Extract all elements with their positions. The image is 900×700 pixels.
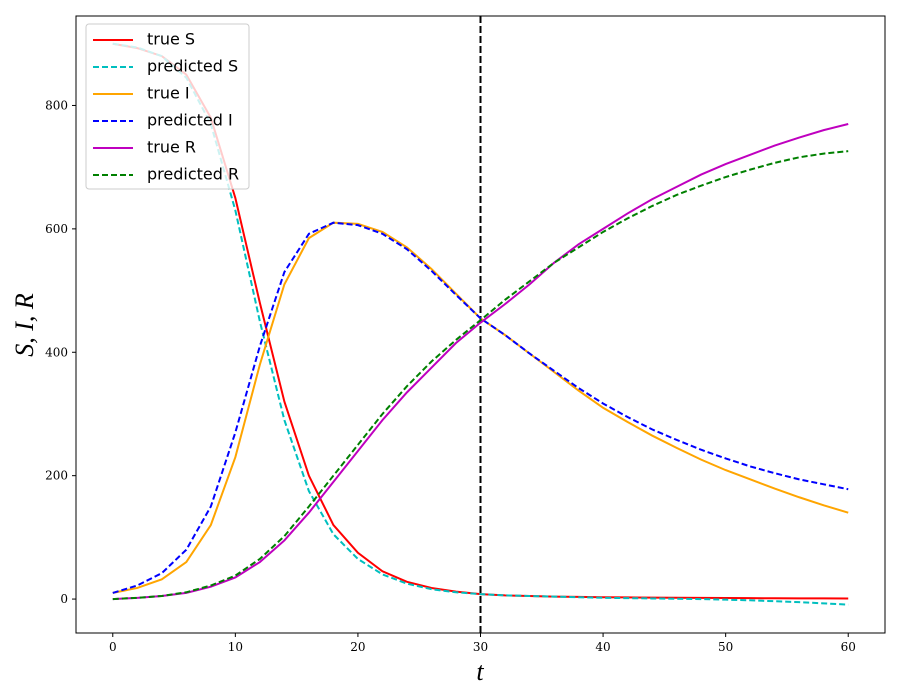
x-tick-label: 0 bbox=[109, 640, 117, 654]
y-tick-label: 200 bbox=[45, 469, 68, 483]
legend-label: predicted S bbox=[147, 57, 238, 76]
legend-label: true I bbox=[147, 84, 190, 103]
series-line bbox=[112, 221, 849, 594]
legend-label: predicted R bbox=[147, 165, 239, 184]
x-tick-label: 50 bbox=[718, 640, 733, 654]
series-line bbox=[112, 123, 849, 601]
series-line bbox=[112, 150, 849, 601]
y-tick-label: 600 bbox=[45, 222, 68, 236]
series-line bbox=[112, 42, 849, 606]
x-tick-label: 20 bbox=[350, 640, 365, 654]
x-tick-label: 40 bbox=[595, 640, 610, 654]
x-tick-label: 60 bbox=[841, 640, 856, 654]
x-tick-label: 30 bbox=[473, 640, 488, 654]
y-tick-label: 800 bbox=[45, 98, 68, 112]
legend-label: true S bbox=[147, 30, 195, 49]
y-tick-label: 400 bbox=[45, 345, 68, 359]
x-tick-label: 10 bbox=[228, 640, 243, 654]
y-tick-label: 0 bbox=[60, 592, 68, 606]
y-axis-label: S, I, R bbox=[10, 293, 39, 357]
x-axis-label: t bbox=[476, 657, 484, 686]
legend-label: true R bbox=[147, 138, 196, 157]
legend-label: predicted I bbox=[147, 111, 233, 130]
